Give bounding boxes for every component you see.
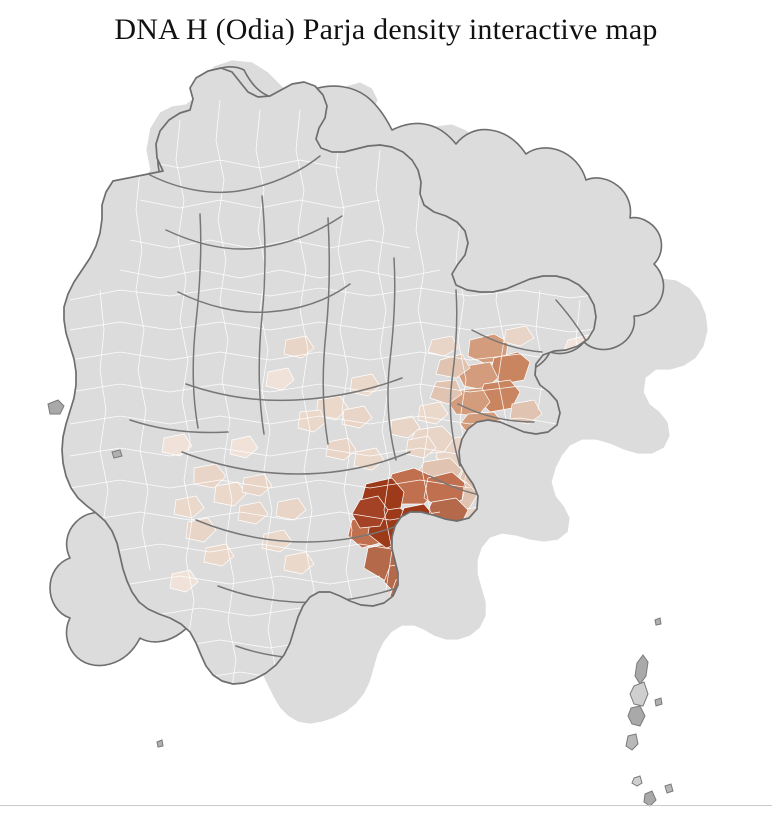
- island-great-nicobar[interactable]: [643, 790, 657, 807]
- island-little-andaman[interactable]: [625, 733, 639, 751]
- island-andaman-south[interactable]: [627, 705, 646, 727]
- island-lakshadweep[interactable]: [156, 739, 164, 748]
- page-title: DNA H (Odia) Parja density interactive m…: [114, 13, 658, 46]
- bottom-divider: [0, 805, 772, 806]
- region-central-scattered[interactable]: [265, 335, 449, 471]
- island-diu[interactable]: [47, 399, 65, 415]
- island-barren[interactable]: [664, 783, 674, 794]
- island-car-nicobar[interactable]: [631, 775, 643, 787]
- region-maharashtra-scattered[interactable]: [161, 433, 315, 593]
- india-national-border: [61, 67, 597, 685]
- island-daman[interactable]: [111, 449, 123, 459]
- state-boundary-layer: [129, 155, 596, 660]
- island-andaman-north[interactable]: [634, 654, 649, 685]
- island-nicobar-small-2[interactable]: [654, 617, 662, 626]
- islands-layer: [47, 399, 674, 807]
- island-nicobar-small-1[interactable]: [654, 697, 663, 707]
- title-bar: DNA H (Odia) Parja density interactive m…: [0, 0, 772, 46]
- island-andaman-middle[interactable]: [629, 681, 649, 707]
